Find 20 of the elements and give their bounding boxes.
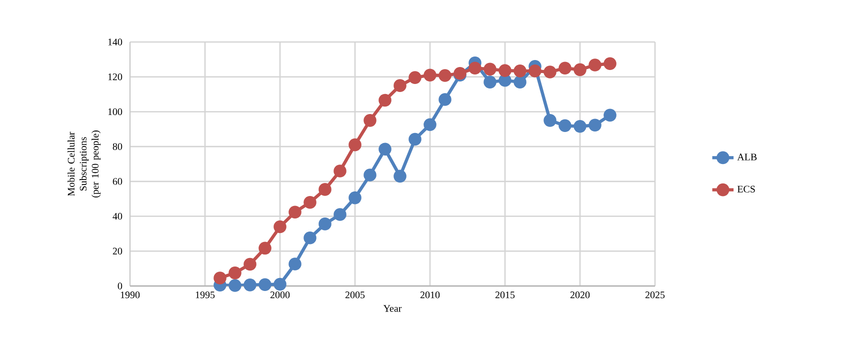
y-tick-label: 60 [112, 178, 122, 185]
x-tick-label: 1990 [120, 292, 140, 298]
y-tick-label: 20 [112, 248, 122, 255]
x-tick-label: 2015 [495, 292, 515, 298]
y-tick-label: 100 [108, 108, 122, 116]
y-tick-label: 120 [108, 73, 122, 80]
x-tick-label: 2010 [420, 292, 440, 298]
x-tick-label: 2025 [645, 292, 665, 298]
x-tick-label: 2000 [270, 292, 290, 298]
x-tick-label: 2020 [570, 292, 590, 298]
y-tick-label: 0 [118, 282, 122, 290]
y-tick-label: 80 [112, 143, 122, 150]
x-tick-label: 1995 [196, 292, 215, 298]
y-tick-label: 40 [112, 212, 122, 220]
x-axis-title: Year [383, 305, 402, 312]
legend-label: ALB [737, 154, 757, 160]
y-axis-title: Mobile Cellular Subscriptions (per 100 people) [68, 130, 101, 198]
x-tick-label: 2005 [345, 292, 365, 298]
y-tick-label: 140 [108, 38, 122, 46]
legend-label: ECS [737, 186, 755, 192]
